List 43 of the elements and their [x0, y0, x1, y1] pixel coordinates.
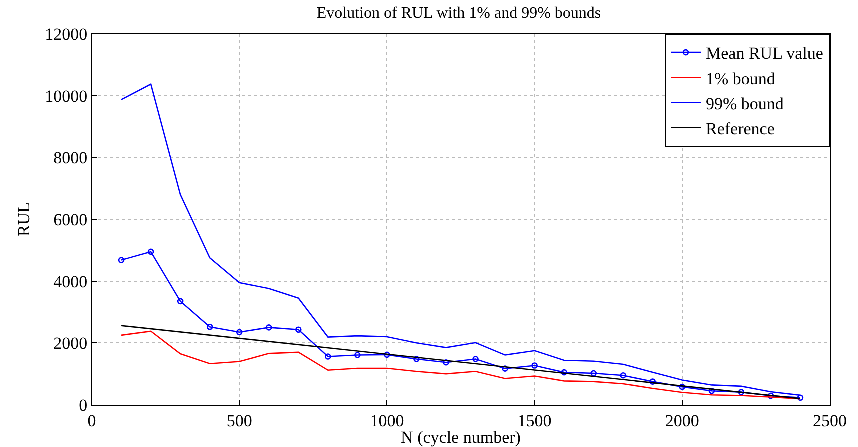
point — [502, 366, 508, 372]
point — [236, 329, 243, 336]
point — [768, 392, 774, 400]
point — [266, 324, 272, 331]
chart-title: Evolution of RUL with 1% and 99% bounds — [316, 4, 602, 22]
point — [797, 394, 804, 402]
y-axis-title: RUL — [14, 202, 34, 236]
y-tick-label: 12000 — [45, 24, 88, 44]
y-tick-label: 4000 — [54, 272, 88, 292]
point — [472, 356, 479, 362]
point — [325, 354, 332, 360]
point — [650, 378, 656, 385]
point — [620, 372, 627, 379]
point — [354, 352, 361, 358]
x-tick-label: 1000 — [370, 411, 404, 430]
point — [708, 388, 716, 394]
point — [177, 298, 184, 305]
point — [414, 356, 420, 362]
x-axis-title: N (cycle number) — [401, 428, 521, 447]
x-tick-label: 1500 — [518, 411, 552, 430]
legend-label: Reference — [706, 119, 775, 138]
point — [532, 362, 538, 369]
point — [443, 359, 450, 366]
legend-label: 1% bound — [706, 69, 776, 88]
point — [206, 324, 214, 330]
x-tick-label: 2500 — [813, 411, 847, 430]
y-tick-label: 6000 — [54, 210, 88, 230]
y-tick-label: 0 — [79, 396, 88, 415]
y-tick-label: 10000 — [45, 86, 88, 106]
x-tick-label: 2000 — [665, 411, 700, 430]
point — [590, 370, 597, 377]
x-tick-label: 500 — [226, 411, 252, 430]
point — [148, 248, 154, 256]
point — [295, 326, 302, 334]
legend-label: 99% bound — [706, 94, 784, 114]
y-tick-label: 2000 — [54, 334, 88, 354]
point — [384, 352, 390, 358]
y-tick-label: 8000 — [54, 148, 88, 168]
point — [679, 384, 686, 390]
point — [738, 389, 745, 396]
point — [118, 257, 125, 264]
legend-label: Mean RUL value — [706, 44, 824, 64]
point — [561, 369, 568, 376]
